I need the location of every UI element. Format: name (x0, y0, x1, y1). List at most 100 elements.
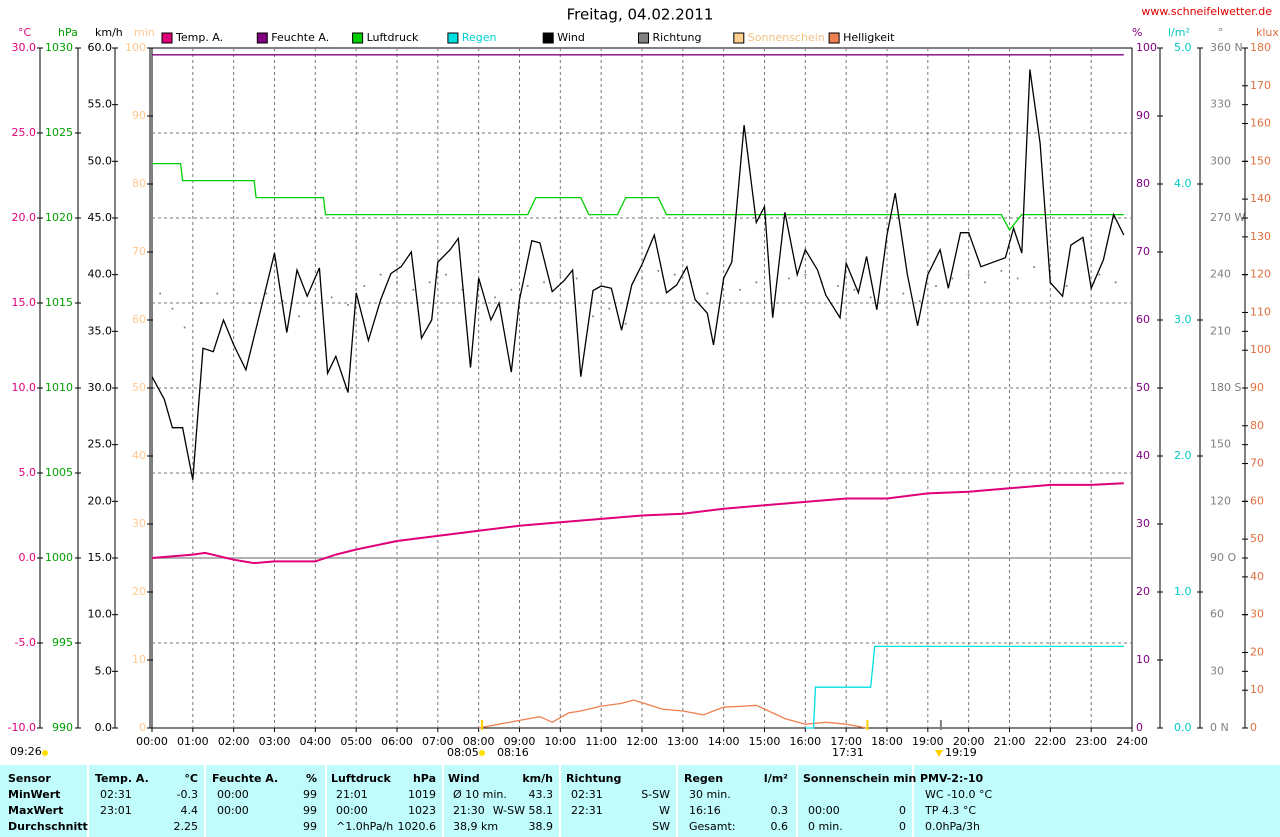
moon-icon (42, 750, 48, 756)
table-cell: 00:00 (217, 788, 249, 801)
y-tick-label: 0 N (1210, 721, 1229, 734)
x-tick-label: 05:00 (340, 735, 372, 748)
x-tick-label: 06:00 (381, 735, 413, 748)
direction-dot (706, 292, 709, 295)
table-cell: Gesamt: (689, 820, 736, 833)
series-line (152, 162, 1124, 232)
y-tick-label: 1010 (45, 381, 73, 394)
direction-dot (739, 288, 741, 291)
direction-dot (1098, 273, 1101, 276)
y-tick-label: 0 (139, 721, 146, 734)
table-header: Regen (684, 772, 723, 785)
table-cell: 00:00 (808, 804, 840, 817)
x-tick-label: 20:00 (953, 735, 985, 748)
table-cell: 00:00 (336, 804, 368, 817)
y-tick-label: 0 (1250, 721, 1257, 734)
y-tick-label: 60.0 (88, 41, 113, 54)
direction-dot (869, 296, 872, 299)
y-tick-label: 40 (1250, 570, 1264, 583)
y-tick-label: 130 (1250, 230, 1271, 243)
y-tick-label: 20 (1136, 585, 1150, 598)
legend-swatch (161, 32, 173, 44)
table-cell: 02:31 (571, 788, 603, 801)
table-cell: 0 (899, 804, 906, 817)
direction-dot (510, 288, 513, 291)
y-tick-label: 60 (132, 313, 146, 326)
table-cell: 02:31 (100, 788, 132, 801)
legend-label: Luftdruck (367, 31, 419, 44)
direction-dot (265, 292, 268, 295)
y-tick-label: 35.0 (88, 324, 113, 337)
legend-label: Temp. A. (175, 31, 223, 44)
y-tick-label: 0.0 (95, 721, 113, 734)
direction-dot (428, 281, 431, 284)
y-tick-label: 45.0 (88, 211, 113, 224)
y-tick-label: 40 (132, 449, 146, 462)
y-tick-label: 80 (1250, 419, 1264, 432)
direction-dot (804, 273, 807, 276)
axis-title: km/h (95, 26, 123, 39)
y-tick-label: 150 (1210, 438, 1231, 451)
legend-swatch (733, 32, 745, 44)
y-tick-label: 1015 (45, 296, 73, 309)
y-tick-label: -5.0 (15, 636, 36, 649)
legend-swatch (542, 32, 554, 44)
y-tick-label: 180 S (1210, 381, 1241, 394)
y-tick-label: 5.0 (1174, 41, 1192, 54)
legend-label: Feuchte A. (271, 31, 329, 44)
table-cell: 0 (899, 820, 906, 833)
series-line (478, 699, 867, 729)
legend-label: Richtung (653, 31, 702, 44)
table-cell: TP 4.3 °C (924, 804, 976, 817)
y-tick-label: 40.0 (88, 268, 113, 281)
y-tick-label: 40 (1136, 449, 1150, 462)
table-cell: 0.3 (771, 804, 789, 817)
table-header: Richtung (566, 772, 621, 785)
legend-label: Sonnenschein (748, 31, 825, 44)
y-tick-label: 100 (1136, 41, 1157, 54)
y-tick-label: 120 (1210, 494, 1231, 507)
direction-dot (526, 285, 529, 287)
y-tick-label: 0.0 (19, 551, 37, 564)
y-tick-label: 10 (1250, 683, 1264, 696)
y-tick-label: 50 (1136, 381, 1150, 394)
table-cell: 99 (303, 788, 317, 801)
direction-dot (755, 281, 758, 284)
y-tick-label: 50 (1250, 532, 1264, 545)
direction-dot (967, 273, 970, 276)
direction-dot (902, 292, 905, 295)
y-tick-label: 30 (1136, 517, 1150, 530)
y-tick-label: 90 O (1210, 551, 1236, 564)
y-tick-label: 80 (132, 177, 146, 190)
table-cell: S-SW (641, 788, 670, 801)
table-cell: 0.6 (771, 820, 789, 833)
y-tick-label: 20 (1250, 645, 1264, 658)
axis-title: klux (1256, 26, 1279, 39)
direction-dot (1016, 277, 1019, 280)
x-tick-label: 00:00 (136, 735, 168, 748)
y-tick-label: 990 (52, 721, 73, 734)
table-cell: 00:00 (217, 804, 249, 817)
x-tick-label: 21:00 (994, 735, 1026, 748)
y-tick-label: 90 (132, 109, 146, 122)
series-line (151, 69, 1125, 480)
row-label: MinWert (8, 788, 60, 801)
y-tick-label: 50.0 (88, 154, 113, 167)
direction-dot (592, 315, 594, 318)
time-annotation: 19:19 (945, 746, 977, 759)
y-tick-label: 30 (1210, 664, 1224, 677)
y-tick-label: 1030 (45, 41, 73, 54)
table-cell: -0.3 (177, 788, 198, 801)
table-unit: l/m² (764, 772, 788, 785)
x-tick-label: 04:00 (299, 735, 331, 748)
table-cell: W-SW 58.1 (493, 804, 553, 817)
series-line (805, 645, 1124, 729)
x-tick-label: 09:00 (504, 735, 536, 748)
x-tick-label: 11:00 (585, 735, 617, 748)
table-cell: Ø 10 min. (453, 788, 507, 801)
y-tick-label: 0.0 (1174, 721, 1192, 734)
y-tick-label: 30.0 (12, 41, 37, 54)
legend-label: Wind (557, 31, 585, 44)
y-tick-label: 10 (132, 653, 146, 666)
y-tick-label: 90 (1136, 109, 1150, 122)
